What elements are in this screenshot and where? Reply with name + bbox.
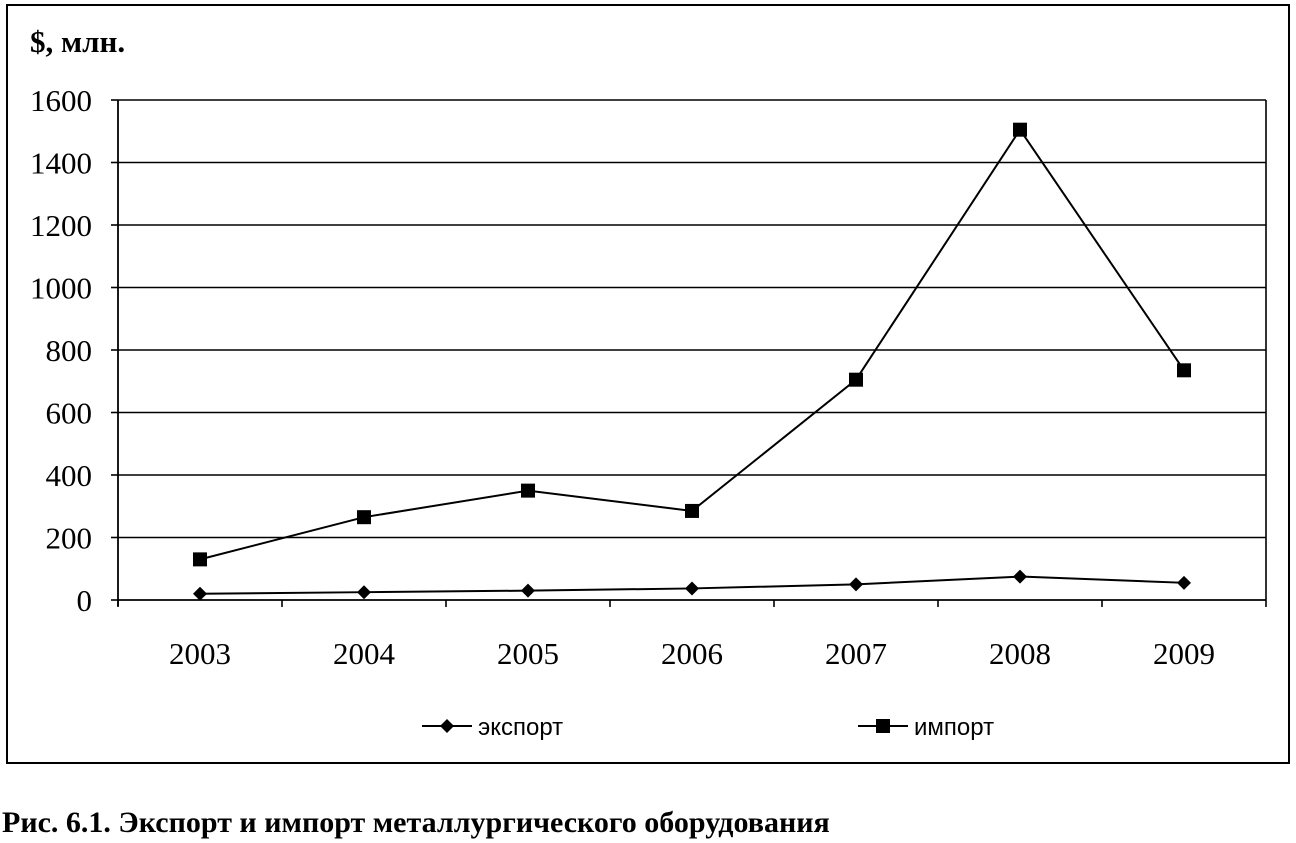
data-point-import [849,372,863,387]
y-tick-label: 200 [46,521,93,556]
series-line-import [199,127,1185,561]
legend-label-export: экспорт [478,714,563,741]
grid-layer [118,99,1266,539]
data-point-import [685,503,699,518]
data-point-export [357,585,371,600]
y-tick-label: 0 [77,583,93,618]
data-point-import [1013,122,1027,137]
x-tick-label: 2004 [333,636,396,671]
axis-layer: 0 200 400 600 800 1000 1200 1400 1600 2003 2004 200… [30,83,1267,671]
y-tick-label: 1400 [30,146,92,181]
legend-marker-export [440,719,454,733]
x-tick-label: 2005 [497,636,559,671]
data-point-import [1177,363,1191,378]
series-layer [193,122,1191,601]
data-point-export [193,586,207,601]
y-tick-label: 1200 [30,208,92,243]
y-tick-label: 1000 [30,271,92,306]
x-tick-label: 2007 [825,636,887,671]
line-chart: $, млн. 0 200 400 600 800 1000 1200 1400 1600 200… [30,24,1267,741]
legend-marker-import [876,719,890,733]
x-tick-label: 2006 [661,636,723,671]
figure-caption: Рис. 6.1. Экспорт и импорт металлургичес… [2,806,830,839]
y-tick-label: 600 [46,396,93,431]
x-tick-label: 2009 [1153,636,1215,671]
data-point-export [849,577,863,592]
x-tick-label: 2008 [989,636,1051,671]
x-tick-label: 2003 [169,636,231,671]
y-tick-label: 400 [46,458,93,493]
data-point-export [685,581,699,596]
data-point-import [193,552,207,567]
data-point-export [1013,569,1027,584]
legend: экспорт импорт [422,714,994,741]
data-point-export [521,583,535,598]
y-unit-label: $, млн. [30,24,125,59]
chart-frame [6,4,1290,764]
data-point-import [357,510,371,525]
legend-label-import: импорт [914,714,994,741]
y-tick-label: 1600 [30,83,92,118]
data-point-import [521,483,535,498]
y-tick-label: 800 [46,333,93,368]
data-point-export [1177,575,1191,590]
